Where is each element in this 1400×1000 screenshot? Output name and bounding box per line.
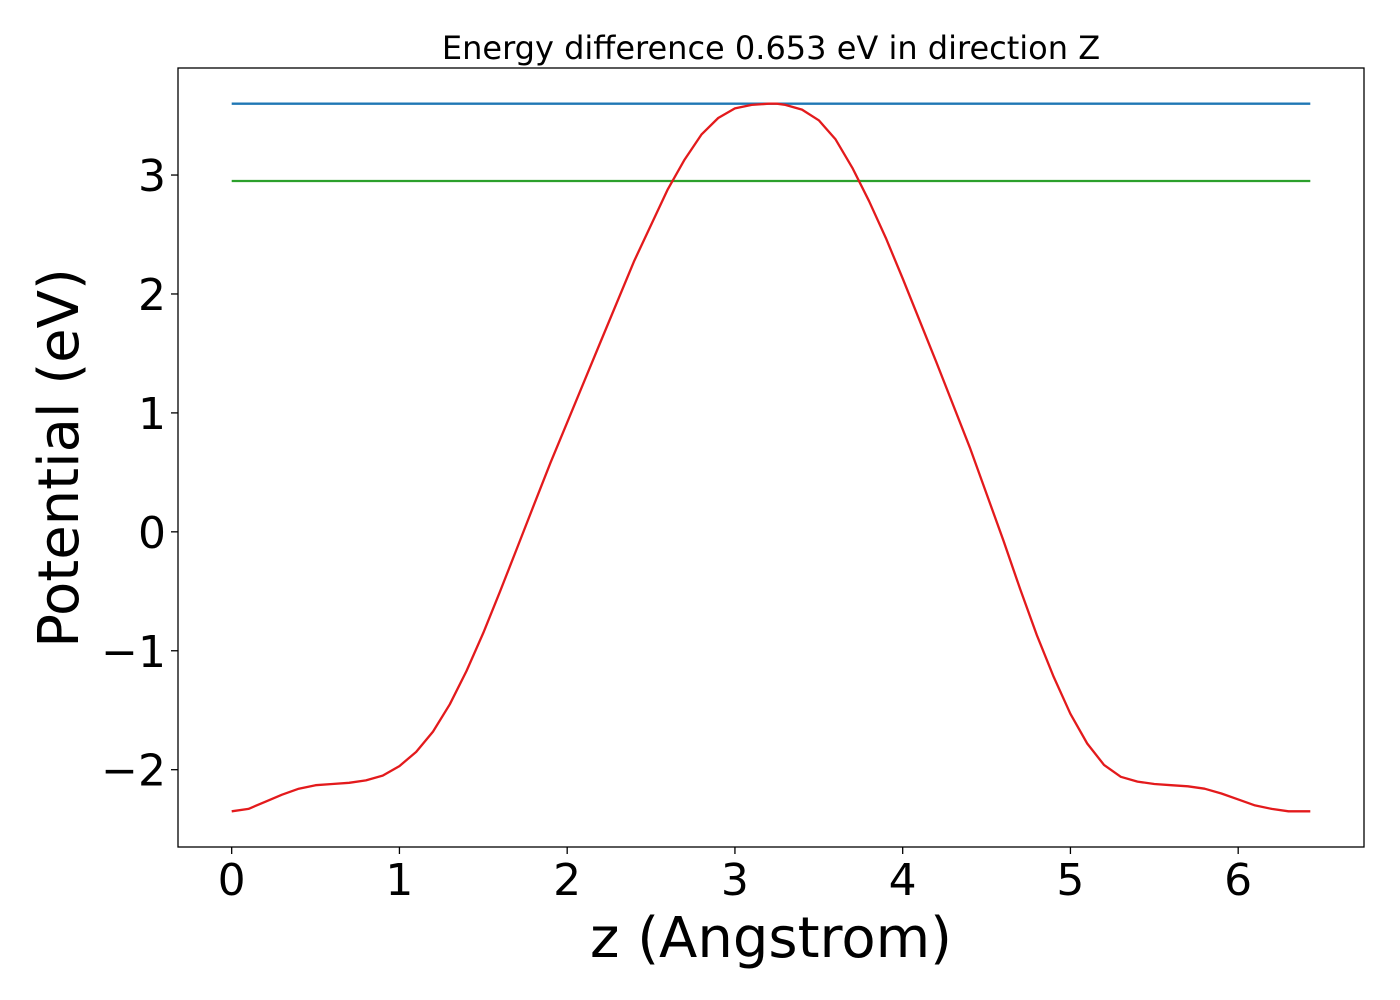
plot-series-layer xyxy=(231,102,1311,813)
x-tick-label: 2 xyxy=(553,855,581,906)
series-line-3 xyxy=(231,102,1311,813)
y-tick-label: −2 xyxy=(101,746,166,797)
y-tick-label: 3 xyxy=(138,151,166,202)
plot-frame xyxy=(177,67,1365,848)
x-tick-label: 5 xyxy=(1056,855,1084,906)
y-axis-label: Potential (eV) xyxy=(27,268,92,648)
y-tick-label: 0 xyxy=(138,508,166,559)
x-tick-label: 4 xyxy=(889,855,917,906)
y-tick-label: 1 xyxy=(138,389,166,440)
x-tick-label: 3 xyxy=(721,855,749,906)
x-axis-label: z (Angstrom) xyxy=(590,906,952,971)
x-tick-label: 0 xyxy=(218,855,246,906)
y-axis: −2 −1 0 1 2 3 xyxy=(101,151,178,797)
x-axis: 0 1 2 3 4 5 6 xyxy=(218,847,1252,906)
y-tick-label: −1 xyxy=(101,627,166,678)
y-tick-label: 2 xyxy=(138,270,166,321)
x-tick-label: 1 xyxy=(385,855,413,906)
chart-title: Energy difference 0.653 eV in direction … xyxy=(442,29,1100,67)
x-tick-label: 6 xyxy=(1224,855,1252,906)
